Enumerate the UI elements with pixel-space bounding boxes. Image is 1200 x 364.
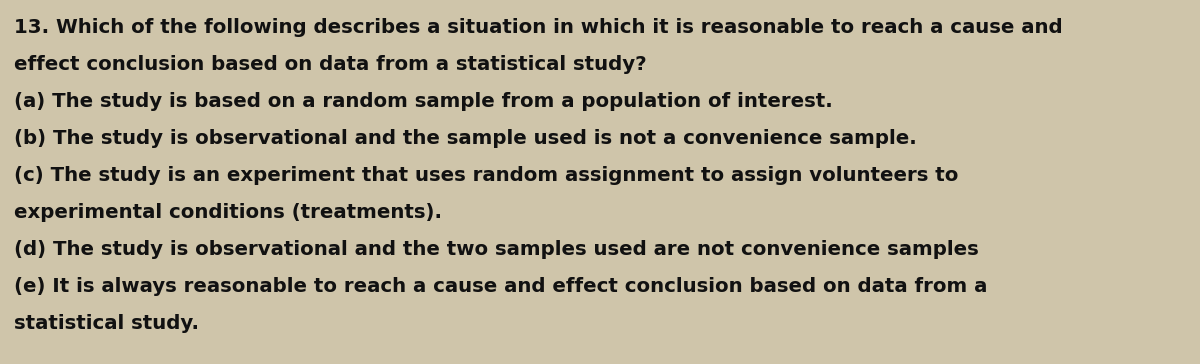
Text: effect conclusion based on data from a statistical study?: effect conclusion based on data from a s… <box>14 55 647 74</box>
Text: (c) The study is an experiment that uses random assignment to assign volunteers : (c) The study is an experiment that uses… <box>14 166 959 185</box>
Text: statistical study.: statistical study. <box>14 314 199 333</box>
Text: (d) The study is observational and the two samples used are not convenience samp: (d) The study is observational and the t… <box>14 240 979 259</box>
Text: 13. Which of the following describes a situation in which it is reasonable to re: 13. Which of the following describes a s… <box>14 18 1063 37</box>
Text: (b) The study is observational and the sample used is not a convenience sample.: (b) The study is observational and the s… <box>14 129 917 148</box>
Text: (e) It is always reasonable to reach a cause and effect conclusion based on data: (e) It is always reasonable to reach a c… <box>14 277 988 296</box>
Text: (a) The study is based on a random sample from a population of interest.: (a) The study is based on a random sampl… <box>14 92 833 111</box>
Text: experimental conditions (treatments).: experimental conditions (treatments). <box>14 203 442 222</box>
